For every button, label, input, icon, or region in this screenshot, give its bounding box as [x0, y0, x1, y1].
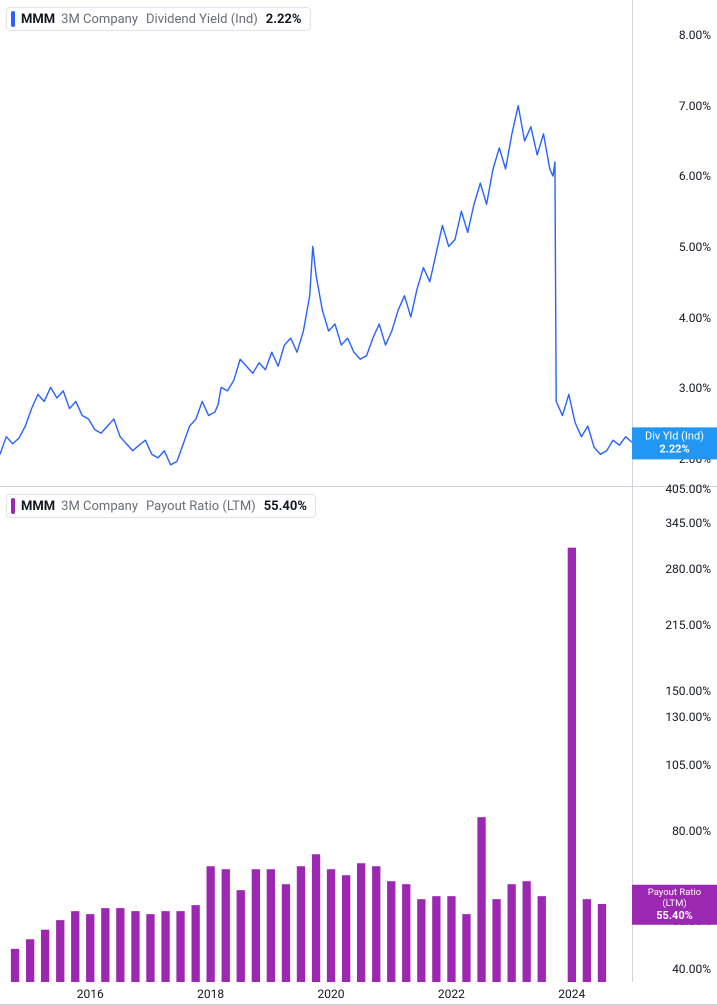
top-y-axis[interactable]: 1.00%2.00%3.00%4.00%5.00%6.00%7.00%8.00%…	[632, 0, 717, 486]
bottom-company-name: 3M Company	[61, 499, 138, 514]
payout-ratio-panel: MMM 3M Company Payout Ratio (LTM) 55.40%…	[0, 487, 717, 1005]
x-tick-label: 2020	[318, 987, 345, 1001]
y-tick-label: 215.00%	[665, 618, 711, 632]
payout-ratio-bars	[0, 487, 632, 982]
x-tick-label: 2022	[438, 987, 465, 1001]
bottom-x-axis[interactable]: 2016 2018 2020 2022 2024	[0, 982, 632, 1004]
bottom-ticker: MMM	[21, 499, 55, 514]
dividend-yield-panel: MMM 3M Company Dividend Yield (Ind) 2.22…	[0, 0, 717, 487]
y-tick-label: 345.00%	[665, 516, 711, 530]
y-tick-label: 150.00%	[665, 684, 711, 698]
y-tick-label: 5.00%	[679, 240, 711, 254]
y-tick-label: 280.00%	[665, 562, 711, 576]
y-tick-label: 3.00%	[679, 381, 711, 395]
y-tick-label: 80.00%	[672, 824, 711, 838]
top-metric-value: 2.22%	[266, 12, 302, 27]
top-legend[interactable]: MMM 3M Company Dividend Yield (Ind) 2.22…	[6, 7, 311, 31]
bottom-metric-value: 55.40%	[264, 499, 307, 514]
y-tick-label: 8.00%	[679, 28, 711, 42]
dividend-yield-current-badge: Div Yld (Ind)2.22%	[632, 428, 717, 459]
y-tick-label: 7.00%	[679, 99, 711, 113]
y-tick-label: 405.00%	[665, 482, 711, 496]
payout-ratio-current-badge: Payout Ratio (LTM)55.40%	[632, 885, 717, 925]
bottom-legend[interactable]: MMM 3M Company Payout Ratio (LTM) 55.40%	[6, 494, 316, 518]
y-tick-label: 130.00%	[665, 710, 711, 724]
bottom-metric-label: Payout Ratio (LTM)	[146, 499, 256, 514]
top-plot-area[interactable]	[0, 0, 632, 486]
top-company-name: 3M Company	[61, 12, 138, 27]
y-tick-label: 4.00%	[679, 311, 711, 325]
top-legend-color-bar	[11, 11, 15, 27]
x-tick-label: 2024	[558, 987, 585, 1001]
x-tick-label: 2018	[197, 987, 224, 1001]
top-ticker: MMM	[21, 12, 55, 27]
bottom-y-axis[interactable]: 40.00%50.00%80.00%105.00%130.00%150.00%2…	[632, 487, 717, 982]
x-tick-label: 2016	[77, 987, 104, 1001]
dividend-yield-line	[0, 0, 632, 486]
bottom-legend-color-bar	[11, 498, 15, 514]
top-metric-label: Dividend Yield (Ind)	[146, 12, 258, 27]
y-tick-label: 40.00%	[672, 962, 711, 976]
y-tick-label: 105.00%	[665, 758, 711, 772]
y-tick-label: 6.00%	[679, 169, 711, 183]
bottom-plot-area[interactable]	[0, 487, 632, 982]
